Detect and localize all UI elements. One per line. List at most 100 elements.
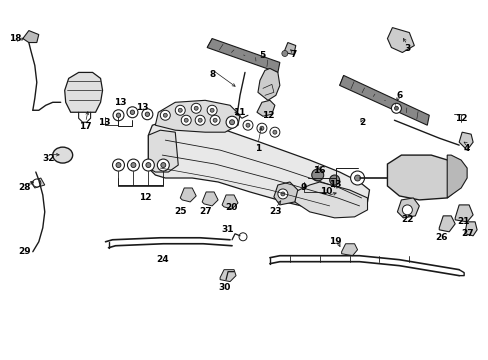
Polygon shape	[207, 39, 279, 72]
Circle shape	[277, 189, 287, 199]
Circle shape	[191, 103, 201, 113]
Circle shape	[350, 171, 364, 185]
Polygon shape	[458, 132, 472, 150]
Text: 29: 29	[19, 247, 31, 256]
Text: 20: 20	[224, 203, 237, 212]
Text: 13: 13	[136, 103, 148, 112]
Circle shape	[281, 50, 287, 57]
Circle shape	[402, 205, 411, 215]
Circle shape	[225, 116, 238, 128]
Polygon shape	[148, 130, 178, 172]
Text: 3: 3	[404, 44, 409, 53]
Circle shape	[239, 233, 246, 241]
Text: 13: 13	[98, 118, 111, 127]
Polygon shape	[64, 72, 102, 112]
Circle shape	[394, 106, 398, 110]
Text: 23: 23	[269, 207, 282, 216]
Ellipse shape	[53, 147, 73, 163]
Polygon shape	[447, 155, 466, 198]
Circle shape	[390, 103, 401, 113]
Circle shape	[116, 113, 121, 117]
Text: 21: 21	[456, 217, 468, 226]
Text: 27: 27	[199, 207, 211, 216]
Circle shape	[127, 107, 138, 118]
Text: 12: 12	[139, 193, 151, 202]
Polygon shape	[23, 31, 39, 42]
Circle shape	[175, 105, 185, 115]
Circle shape	[329, 175, 339, 185]
Text: 22: 22	[400, 215, 413, 224]
Polygon shape	[256, 100, 274, 116]
Text: 8: 8	[209, 70, 216, 79]
Polygon shape	[180, 188, 196, 202]
Text: 27: 27	[460, 229, 472, 238]
Polygon shape	[148, 120, 369, 212]
Circle shape	[260, 126, 264, 130]
Text: 2: 2	[359, 118, 365, 127]
Circle shape	[272, 130, 276, 134]
Circle shape	[131, 163, 136, 167]
Circle shape	[161, 163, 165, 167]
Text: 12: 12	[454, 114, 467, 123]
Text: 5: 5	[258, 51, 264, 60]
Circle shape	[142, 159, 154, 171]
Circle shape	[145, 163, 151, 167]
Polygon shape	[202, 192, 218, 206]
Polygon shape	[31, 178, 45, 188]
Circle shape	[178, 108, 182, 112]
Circle shape	[213, 118, 217, 122]
Text: 17: 17	[79, 122, 92, 131]
Polygon shape	[454, 205, 472, 222]
Polygon shape	[341, 244, 357, 256]
Text: 31: 31	[222, 225, 234, 234]
Circle shape	[210, 108, 214, 112]
Polygon shape	[222, 195, 238, 209]
Circle shape	[269, 127, 279, 137]
Text: 26: 26	[434, 233, 447, 242]
Text: 6: 6	[395, 91, 402, 100]
Text: 10: 10	[320, 188, 332, 197]
Polygon shape	[258, 68, 279, 100]
Circle shape	[163, 113, 167, 117]
Circle shape	[130, 110, 134, 114]
Text: 32: 32	[42, 154, 55, 163]
Polygon shape	[397, 198, 419, 218]
Text: 12: 12	[261, 111, 274, 120]
Polygon shape	[438, 216, 454, 232]
Circle shape	[207, 105, 217, 115]
Text: 1: 1	[254, 144, 261, 153]
Circle shape	[33, 179, 41, 187]
Circle shape	[243, 120, 252, 130]
Circle shape	[229, 120, 234, 125]
Polygon shape	[294, 182, 367, 218]
Circle shape	[195, 115, 205, 125]
Circle shape	[142, 109, 153, 120]
Circle shape	[184, 118, 188, 122]
Text: 11: 11	[232, 108, 245, 117]
Text: 24: 24	[156, 255, 168, 264]
Polygon shape	[155, 100, 240, 132]
Circle shape	[194, 106, 198, 110]
Circle shape	[354, 175, 360, 181]
Polygon shape	[464, 222, 476, 236]
Circle shape	[113, 110, 124, 121]
Text: 30: 30	[218, 283, 230, 292]
Polygon shape	[339, 75, 428, 125]
Polygon shape	[220, 270, 236, 282]
Circle shape	[210, 115, 220, 125]
Polygon shape	[273, 182, 297, 205]
Circle shape	[181, 115, 191, 125]
Text: 16: 16	[313, 166, 325, 175]
Circle shape	[127, 159, 139, 171]
Text: 4: 4	[463, 144, 469, 153]
Text: 7: 7	[290, 50, 296, 59]
Circle shape	[157, 159, 169, 171]
Circle shape	[145, 112, 149, 116]
Circle shape	[311, 169, 323, 181]
Text: 13: 13	[114, 98, 126, 107]
Text: 25: 25	[174, 207, 186, 216]
Circle shape	[245, 123, 249, 127]
Text: 9: 9	[300, 184, 306, 193]
Polygon shape	[386, 28, 413, 53]
Text: 28: 28	[19, 184, 31, 193]
